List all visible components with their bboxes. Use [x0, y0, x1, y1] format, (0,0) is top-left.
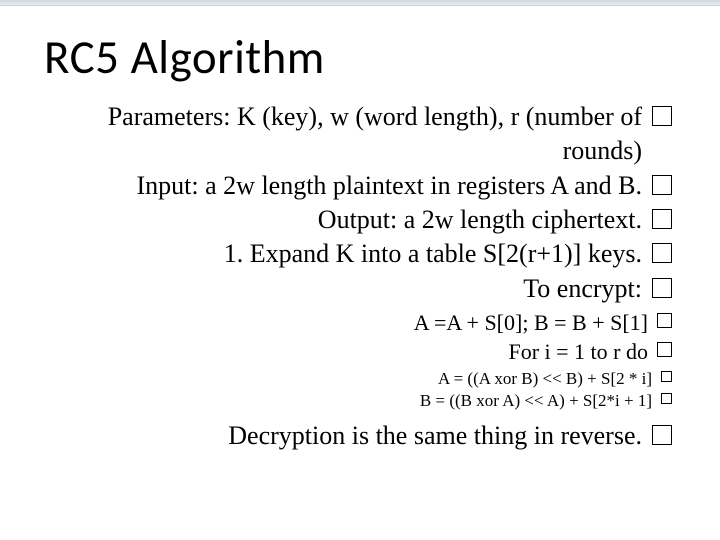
expand-line: 1. Expand K into a table S[2(r+1)] keys.	[44, 237, 672, 271]
bullet-icon	[657, 313, 672, 328]
init-text: A =A + S[0]; B = B + S[1]	[414, 308, 648, 337]
round-a-text: A = ((A xor B) << B) + S[2 * i]	[438, 368, 652, 390]
bullet-icon	[657, 342, 672, 357]
param-text-1: Parameters: K (key), w (word length), r …	[108, 100, 642, 134]
bullet-icon	[652, 175, 672, 195]
param-line-cont: rounds)	[44, 134, 672, 168]
expand-text: 1. Expand K into a table S[2(r+1)] keys.	[224, 237, 642, 271]
bullet-icon	[652, 278, 672, 298]
decrypt-line: Decryption is the same thing in reverse.	[44, 419, 672, 453]
encrypt-text: To encrypt:	[523, 272, 642, 306]
param-line: Parameters: K (key), w (word length), r …	[44, 100, 672, 134]
slide-container: RC5 Algorithm Parameters: K (key), w (wo…	[0, 0, 720, 473]
slide-content: Parameters: K (key), w (word length), r …	[44, 100, 676, 453]
bullet-icon	[661, 393, 672, 404]
slide-top-border	[0, 0, 720, 6]
encrypt-line: To encrypt:	[44, 272, 672, 306]
param-text-2: rounds)	[563, 134, 672, 168]
round-b-line: B = ((B xor A) << A) + S[2*i + 1]	[44, 390, 672, 412]
loop-text: For i = 1 to r do	[508, 337, 648, 366]
round-b-text: B = ((B xor A) << A) + S[2*i + 1]	[420, 390, 652, 412]
init-line: A =A + S[0]; B = B + S[1]	[44, 308, 672, 337]
input-text: Input: a 2w length plaintext in register…	[137, 169, 642, 203]
bullet-icon	[661, 371, 672, 382]
bullet-icon	[652, 209, 672, 229]
bullet-icon	[652, 243, 672, 263]
output-line: Output: a 2w length ciphertext.	[44, 203, 672, 237]
slide-title: RC5 Algorithm	[44, 28, 676, 86]
bullet-icon	[652, 106, 672, 126]
output-text: Output: a 2w length ciphertext.	[318, 203, 642, 237]
decrypt-text: Decryption is the same thing in reverse.	[228, 419, 642, 453]
round-a-line: A = ((A xor B) << B) + S[2 * i]	[44, 368, 672, 390]
input-line: Input: a 2w length plaintext in register…	[44, 169, 672, 203]
bullet-icon	[652, 425, 672, 445]
loop-line: For i = 1 to r do	[44, 337, 672, 366]
